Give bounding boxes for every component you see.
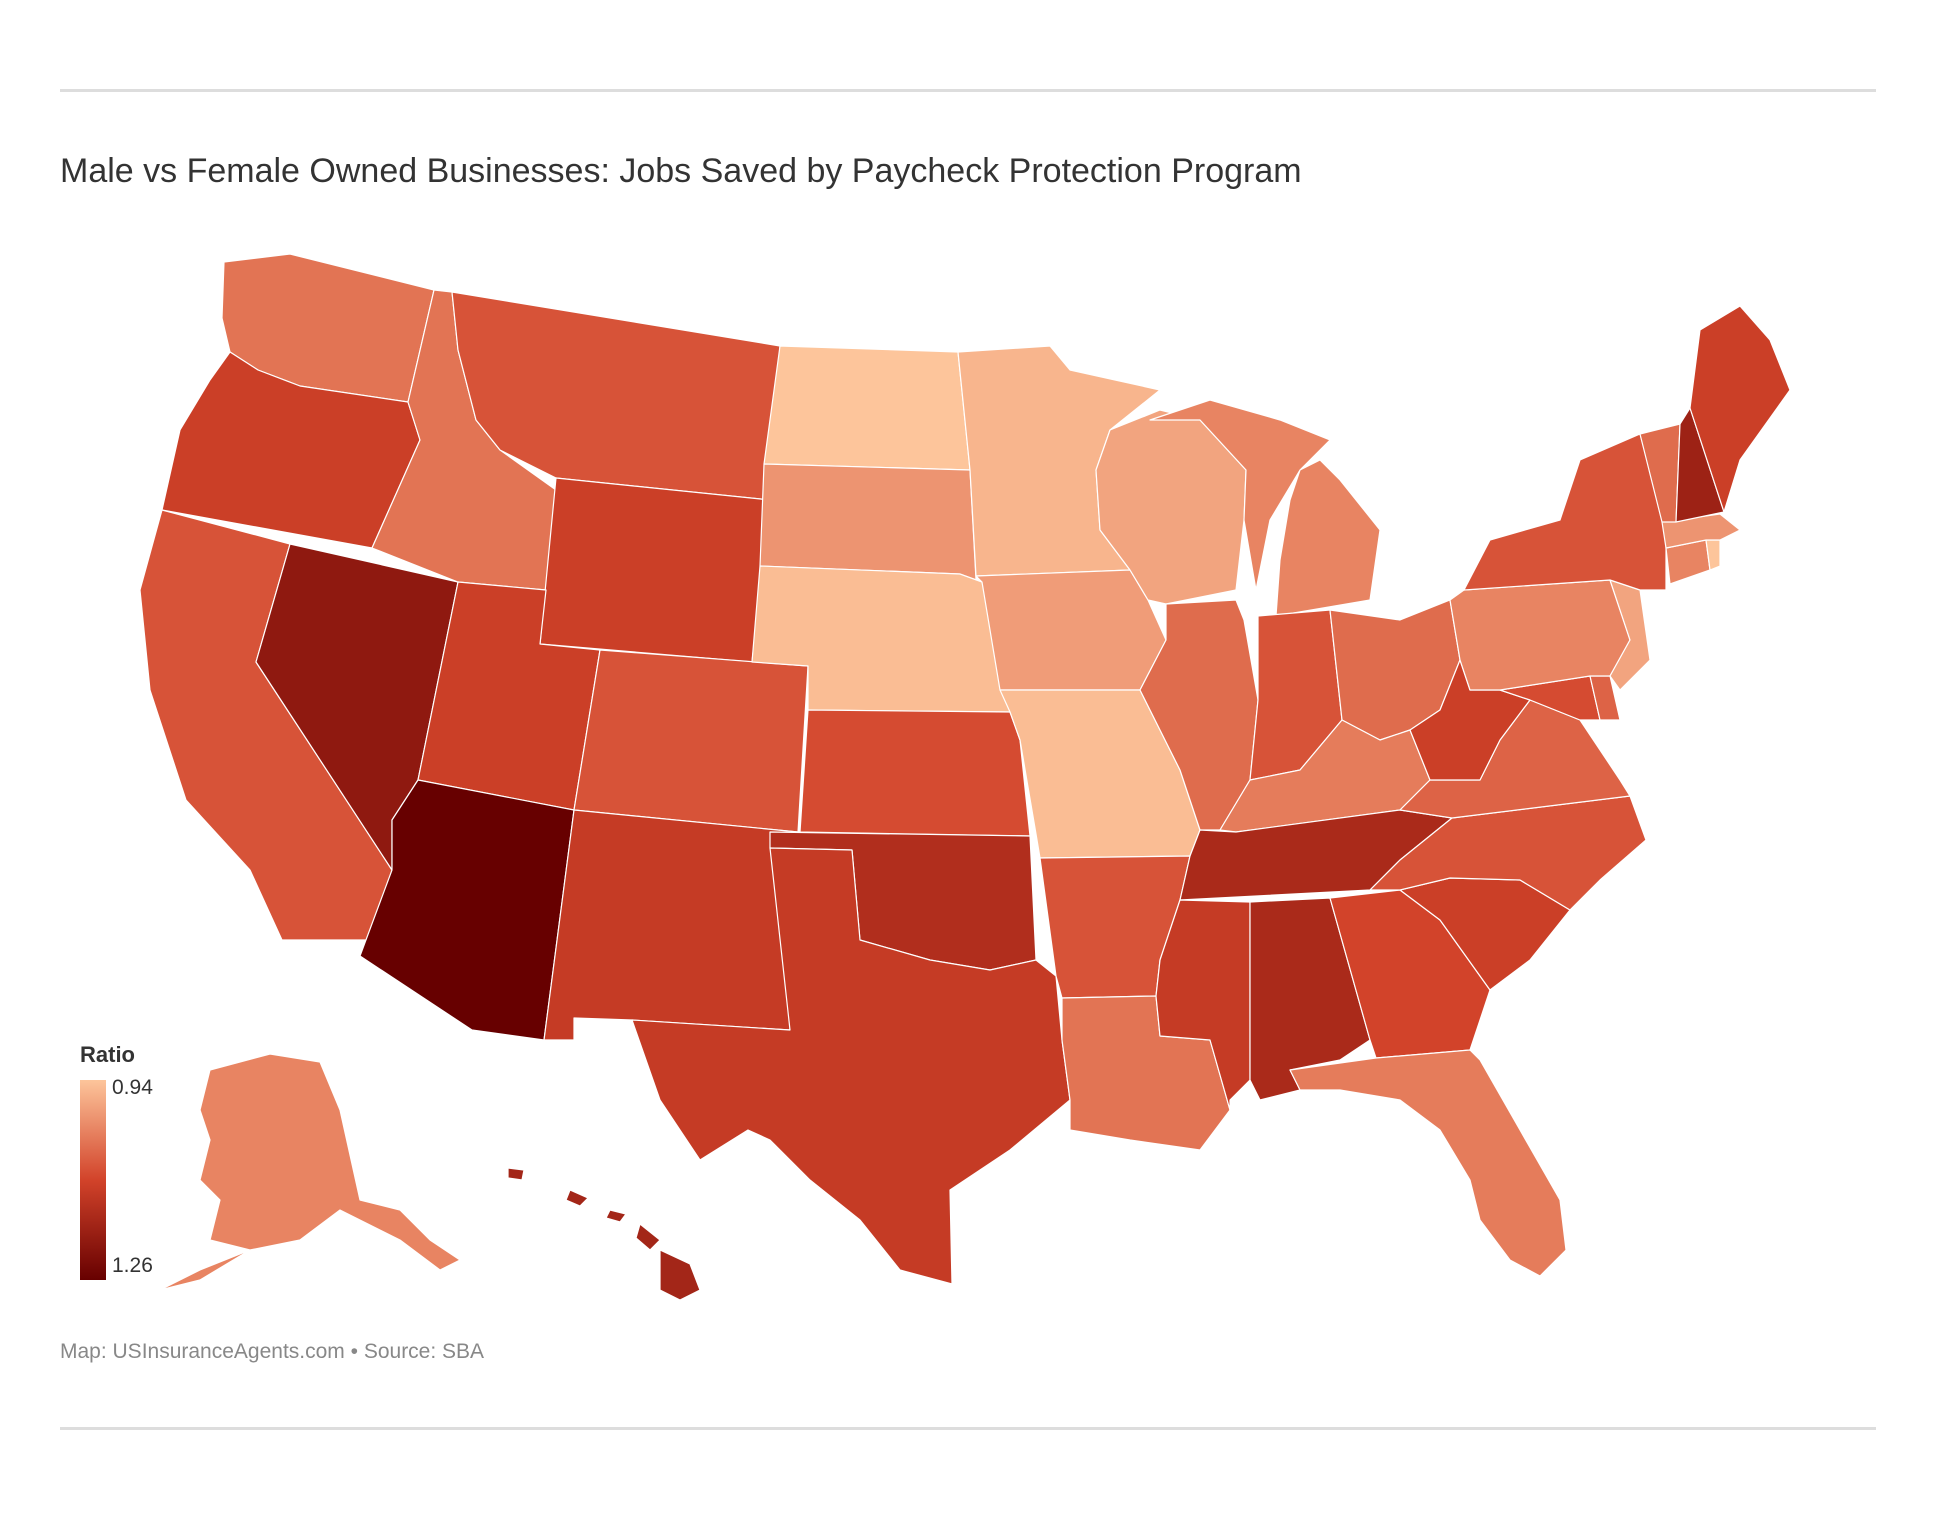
state-ks[interactable] — [799, 709, 1031, 837]
state-ia[interactable] — [975, 569, 1167, 691]
state-me[interactable] — [1689, 305, 1791, 513]
state-mi[interactable] — [1149, 399, 1381, 617]
legend: Ratio 0.94 1.26 — [80, 1042, 220, 1282]
map-title: Male vs Female Owned Businesses: Jobs Sa… — [60, 152, 1302, 190]
state-co[interactable] — [573, 649, 809, 833]
state-az[interactable] — [359, 779, 575, 1041]
source-credit: Map: USInsuranceAgents.com • Source: SBA — [60, 1340, 485, 1363]
legend-min-label: 0.94 — [112, 1076, 153, 1099]
state-ny[interactable] — [1463, 433, 1667, 591]
legend-max-label: 1.26 — [112, 1254, 153, 1277]
state-hi[interactable] — [507, 1167, 701, 1301]
state-pa[interactable] — [1449, 579, 1631, 691]
top-divider — [60, 89, 1876, 92]
state-nd[interactable] — [763, 345, 971, 471]
legend-color-ramp — [80, 1080, 106, 1280]
state-nm[interactable] — [543, 809, 799, 1041]
legend-title: Ratio — [80, 1042, 135, 1067]
state-fl[interactable] — [1289, 1049, 1567, 1277]
bottom-divider — [60, 1427, 1876, 1430]
state-wy[interactable] — [539, 477, 771, 663]
state-ma[interactable] — [1661, 513, 1741, 549]
state-sd[interactable] — [759, 463, 977, 581]
state-nc[interactable] — [1369, 795, 1647, 911]
state-tx[interactable] — [631, 847, 1071, 1285]
state-ak[interactable] — [159, 1053, 461, 1291]
